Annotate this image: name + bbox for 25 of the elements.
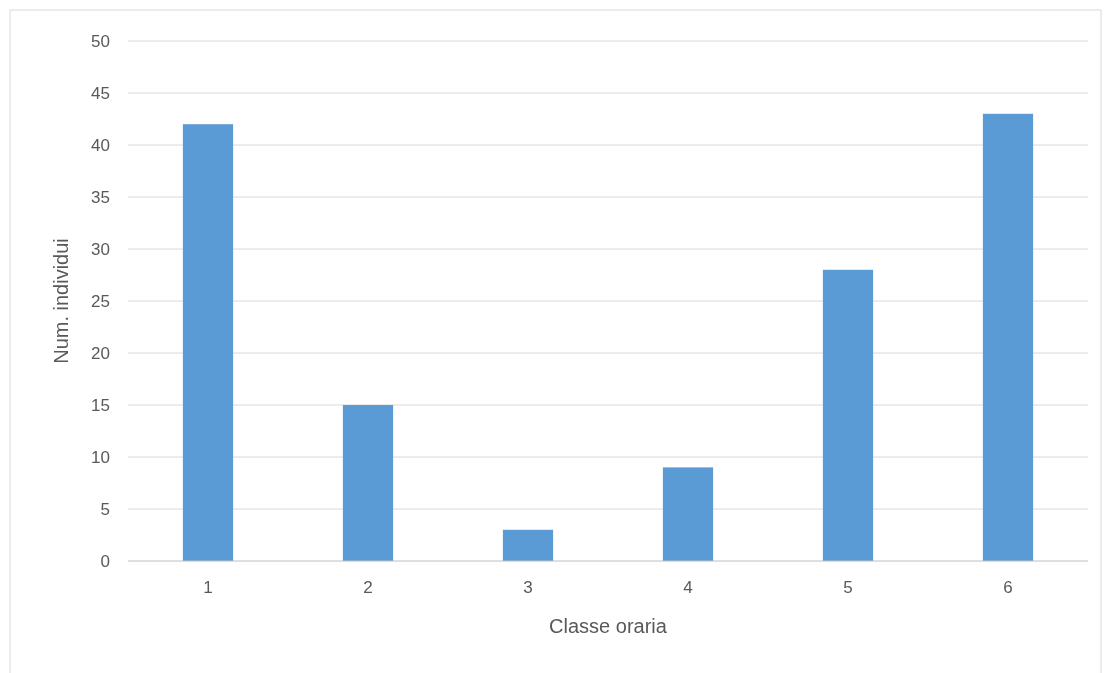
y-tick-label: 20 <box>91 343 110 363</box>
bar <box>982 113 1034 561</box>
y-tick-label: 10 <box>91 447 110 467</box>
y-axis-title: Num. individui <box>50 238 72 364</box>
y-tick-label: 25 <box>91 291 110 311</box>
x-axis-title: Classe oraria <box>549 615 668 637</box>
bar <box>822 269 874 561</box>
bar <box>342 405 394 561</box>
x-tick-label: 4 <box>683 578 693 597</box>
y-tick-label: 35 <box>91 187 110 207</box>
y-tick-label: 40 <box>91 135 110 155</box>
y-tick-label: 30 <box>91 239 110 259</box>
x-tick-label: 5 <box>843 578 853 597</box>
y-tick-label: 50 <box>91 31 110 51</box>
x-tick-label: 2 <box>363 578 373 597</box>
y-tick-label: 5 <box>100 499 110 519</box>
x-tick-label: 6 <box>1003 578 1013 597</box>
bar <box>662 467 714 561</box>
x-tick-label: 1 <box>203 578 213 597</box>
bar <box>182 124 234 561</box>
y-tick-label: 45 <box>91 83 110 103</box>
x-tick-label: 3 <box>523 578 533 597</box>
y-tick-label: 15 <box>91 395 110 415</box>
y-tick-label: 0 <box>100 551 110 571</box>
bar <box>502 529 554 561</box>
